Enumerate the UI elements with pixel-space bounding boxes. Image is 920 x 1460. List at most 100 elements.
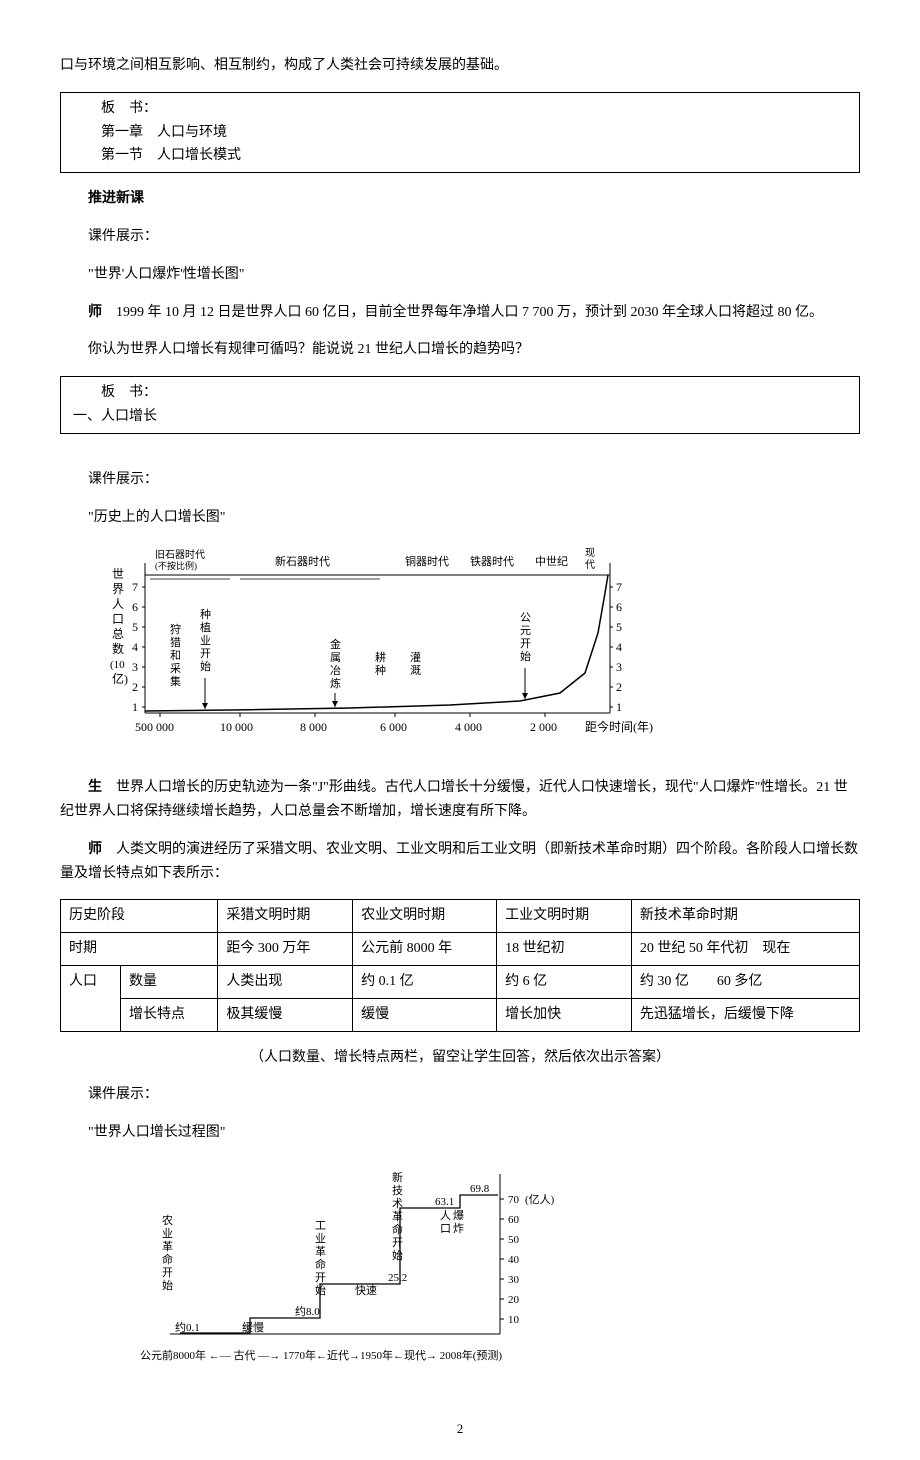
svg-text:狩: 狩 [170, 622, 181, 636]
svg-text:2: 2 [616, 680, 622, 694]
table-cell: 人类出现 [218, 965, 353, 998]
svg-text:25.2: 25.2 [388, 1272, 407, 1284]
svg-text:始: 始 [162, 1278, 173, 1292]
j-curve [145, 575, 608, 711]
svg-text:3: 3 [132, 660, 138, 674]
table-cell: 农业文明时期 [353, 900, 497, 933]
svg-text:快速: 快速 [355, 1284, 377, 1297]
box1-line2: 第一章 人口与环境 [73, 121, 847, 145]
y-axis-label: 世 [112, 567, 124, 581]
svg-text:革: 革 [392, 1209, 403, 1223]
svg-text:3: 3 [616, 660, 622, 674]
svg-text:人: 人 [440, 1209, 451, 1222]
svg-text:(10: (10 [110, 659, 125, 671]
svg-text:新石器时代: 新石器时代 [275, 554, 330, 568]
svg-text:炸: 炸 [453, 1222, 464, 1235]
student-text: 世界人口增长的历史轨迹为一条"J"形曲线。古代人口增长十分缓慢，近代人口快速增长… [60, 780, 848, 819]
table-cell: 约 6 亿 [497, 965, 632, 998]
table-note: （人口数量、增长特点两栏，留空让学生回答，然后依次出示答案） [60, 1046, 860, 1070]
table-cell: 工业文明时期 [497, 900, 632, 933]
svg-text:口: 口 [440, 1223, 451, 1235]
svg-text:缓慢: 缓慢 [242, 1321, 264, 1334]
svg-text:猎: 猎 [170, 635, 181, 649]
svg-text:10 000: 10 000 [220, 720, 253, 734]
svg-text:开: 开 [162, 1267, 173, 1279]
y-ticks-left: 1 2 3 4 5 6 7 [132, 580, 145, 714]
svg-text:界: 界 [112, 582, 124, 596]
svg-text:铜器时代: 铜器时代 [405, 554, 449, 568]
svg-text:爆: 爆 [453, 1208, 464, 1222]
svg-text:元: 元 [520, 625, 531, 637]
svg-text:代: 代 [585, 559, 595, 571]
box2-line1: 板 书： [73, 381, 847, 405]
teacher-label-2: 师 [88, 842, 102, 857]
svg-text:金: 金 [330, 637, 341, 651]
svg-text:4: 4 [616, 640, 622, 654]
table-cell: 历史阶段 [61, 900, 218, 933]
svg-text:始: 始 [200, 659, 211, 673]
courseware-label-2: 课件展示： [60, 468, 860, 492]
svg-text:开: 开 [315, 1272, 326, 1284]
svg-text:总: 总 [112, 627, 124, 641]
svg-text:7: 7 [616, 580, 622, 594]
page-number: 2 [60, 1418, 860, 1440]
box1-line1: 板 书： [73, 97, 847, 121]
svg-text:溉: 溉 [410, 664, 421, 677]
svg-text:5: 5 [616, 620, 622, 634]
svg-text:业: 业 [200, 634, 211, 647]
svg-text:命: 命 [392, 1222, 403, 1236]
svg-text:业: 业 [315, 1232, 326, 1245]
svg-text:耕: 耕 [375, 650, 386, 664]
svg-text:5: 5 [132, 620, 138, 634]
svg-text:距今时间(年): 距今时间(年) [585, 719, 653, 734]
svg-text:命: 命 [315, 1257, 326, 1271]
svg-text:旧石器时代: 旧石器时代 [155, 549, 205, 561]
svg-text:约8.0: 约8.0 [295, 1305, 320, 1318]
svg-text:7: 7 [132, 580, 138, 594]
y-ticks-2: 10 20 30 40 50 60 70 (亿人) [500, 1193, 555, 1326]
world-population-process-chart: 10 20 30 40 50 60 70 (亿人) 约0.1 约8.0 25.2… [140, 1159, 860, 1388]
svg-text:8 000: 8 000 [300, 720, 327, 734]
svg-text:40: 40 [508, 1254, 520, 1266]
table-cell: 新技术革命时期 [631, 900, 859, 933]
svg-text:集: 集 [170, 674, 181, 688]
box1-line3: 第一节 人口增长模式 [73, 144, 847, 168]
table-row: 人口 数量 人类出现 约 0.1 亿 约 6 亿 约 30 亿 60 多亿 [61, 965, 860, 998]
svg-text:铁器时代: 铁器时代 [470, 555, 514, 568]
table-row: 增长特点 极其缓慢 缓慢 增长加快 先迅猛增长，后缓慢下降 [61, 998, 860, 1031]
svg-text:采: 采 [170, 662, 181, 675]
table-cell: 约 0.1 亿 [353, 965, 497, 998]
student-label: 生 [88, 780, 102, 795]
table-cell: 约 30 亿 60 多亿 [631, 965, 859, 998]
table-cell: 公元前 8000 年 [353, 933, 497, 966]
svg-text:炼: 炼 [330, 676, 341, 690]
svg-text:技: 技 [392, 1184, 403, 1197]
svg-text:种: 种 [200, 607, 211, 621]
svg-text:属: 属 [330, 651, 341, 664]
svg-text:农: 农 [162, 1213, 173, 1227]
student-speech: 生 世界人口增长的历史轨迹为一条"J"形曲线。古代人口增长十分缓慢，近代人口快速… [60, 776, 860, 824]
svg-text:6 000: 6 000 [380, 720, 407, 734]
table-cell: 增长特点 [121, 998, 218, 1031]
table-cell: 18 世纪初 [497, 933, 632, 966]
svg-text:数: 数 [112, 641, 124, 656]
svg-text:始: 始 [315, 1283, 326, 1297]
x-ticks: 500 000 10 000 8 000 6 000 4 000 2 000 距… [135, 713, 653, 734]
box2-line2: 一、人口增长 [73, 405, 847, 429]
table-cell: 距今 300 万年 [218, 933, 353, 966]
timeline-text: 公元前8000年 ←— 古代 —→ 1770年←近代→1950年←现代→ 200… [140, 1348, 502, 1362]
svg-text:亿): 亿) [112, 671, 128, 686]
svg-text:种: 种 [375, 663, 386, 677]
svg-text:20: 20 [508, 1294, 520, 1306]
teacher-label: 师 [88, 305, 102, 320]
teacher-text: 1999 年 10 月 12 日是世界人口 60 亿日，目前全世界每年净增人口 … [102, 305, 823, 320]
chart-title-text: "世界'人口爆炸'性增长图" [60, 263, 860, 287]
table-row: 时期 距今 300 万年 公元前 8000 年 18 世纪初 20 世纪 50 … [61, 933, 860, 966]
svg-text:革: 革 [162, 1239, 173, 1253]
svg-text:现: 现 [585, 547, 595, 559]
svg-text:2: 2 [132, 680, 138, 694]
svg-text:2 000: 2 000 [530, 720, 557, 734]
svg-text:开: 开 [392, 1237, 403, 1249]
table-cell: 人口 [61, 965, 121, 1031]
svg-text:63.1: 63.1 [435, 1196, 454, 1208]
